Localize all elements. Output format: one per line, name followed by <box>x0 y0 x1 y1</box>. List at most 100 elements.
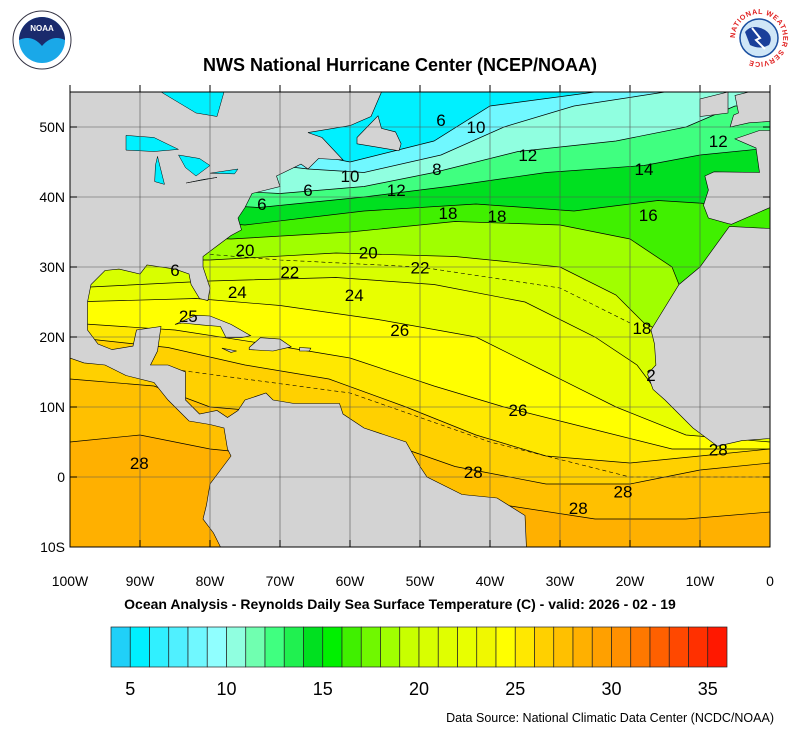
colorbar-box <box>149 626 170 668</box>
lon-label: 90W <box>126 573 156 589</box>
contour-label: 10 <box>467 118 486 137</box>
land-puerto-rico <box>299 347 312 352</box>
contour-label: 12 <box>387 181 406 200</box>
colorbar-box <box>129 626 150 668</box>
colorbar-box <box>206 626 227 668</box>
land-cuba <box>174 314 252 339</box>
lon-label: 30W <box>546 573 576 589</box>
colorbar-box <box>322 626 343 668</box>
land-great-britain <box>729 92 770 128</box>
noaa-logo: NOAA <box>12 10 72 70</box>
contour-label: 12 <box>518 146 537 165</box>
lat-label: 0 <box>57 469 65 485</box>
contour-label: 24 <box>228 283 247 302</box>
colorbar-label: 20 <box>409 679 429 699</box>
lat-label: 10N <box>39 399 65 415</box>
colorbar-label: 25 <box>505 679 525 699</box>
colorbar-box <box>457 626 478 668</box>
colorbar-box <box>110 626 131 668</box>
lon-label: 10W <box>686 573 716 589</box>
contour-line <box>70 322 770 450</box>
colorbar-box <box>341 626 362 668</box>
colorbar-box <box>283 626 304 668</box>
colorbar-box <box>495 626 516 668</box>
lon-label: 80W <box>196 573 226 589</box>
contour-label: 2 <box>646 366 655 385</box>
contour-label: 28 <box>709 441 728 460</box>
contour-label: 14 <box>635 160 654 179</box>
contour-label: 10 <box>341 167 360 186</box>
colorbar-box <box>649 626 670 668</box>
contour-line <box>70 336 770 464</box>
contour-label: 20 <box>236 241 255 260</box>
lon-label: 60W <box>336 573 366 589</box>
land-jamaica <box>221 347 237 353</box>
colorbar-box <box>514 626 535 668</box>
contour-label: 6 <box>303 181 312 200</box>
land-newfoundland <box>356 115 402 152</box>
colorbar-label: 30 <box>601 679 621 699</box>
lake <box>209 168 239 175</box>
colorbar-label: 35 <box>698 679 718 699</box>
lon-label: 50W <box>406 573 436 589</box>
colorbar-label: 5 <box>125 679 135 699</box>
contour-label: 6 <box>170 261 179 280</box>
colorbar-box <box>437 626 458 668</box>
lake <box>154 156 165 185</box>
lake <box>125 135 180 152</box>
colorbar-box <box>226 626 247 668</box>
svg-text:NOAA: NOAA <box>30 24 54 33</box>
contour-label: 28 <box>569 499 588 518</box>
colorbar-label: 10 <box>216 679 236 699</box>
colorbar-box <box>245 626 266 668</box>
contour-label: 25 <box>179 307 198 326</box>
colorbar-box <box>399 626 420 668</box>
contour-label: 12 <box>709 132 728 151</box>
lon-label: 100W <box>52 573 89 589</box>
contour-label: 28 <box>130 454 149 473</box>
colorbar-box <box>611 626 632 668</box>
land-africa <box>647 226 770 447</box>
colorbar-box <box>668 626 689 668</box>
colorbar-box <box>264 626 285 668</box>
colorbar-box <box>553 626 574 668</box>
lat-label: 40N <box>39 189 65 205</box>
colorbar-box <box>380 626 401 668</box>
lat-label: 20N <box>39 329 65 345</box>
land-hispaniola <box>248 337 292 352</box>
contour-label: 24 <box>345 286 364 305</box>
lon-label: 0 <box>766 573 774 589</box>
contour-label: 18 <box>439 204 458 223</box>
colorbar-box <box>572 626 593 668</box>
contour-label: 22 <box>411 259 430 278</box>
contour-line <box>70 92 770 173</box>
colorbar: 5 10 15 20 25 30 35 <box>110 626 728 699</box>
colorbar-box <box>476 626 497 668</box>
page-title: NWS National Hurricane Center (NCEP/NOAA… <box>202 55 598 75</box>
colorbar-box <box>168 626 189 668</box>
contour-label: 6 <box>436 111 445 130</box>
contour-label: 18 <box>632 319 651 338</box>
contour-label: 26 <box>509 401 528 420</box>
nws-logo: NATIONAL WEATHER SERVICE <box>728 7 790 69</box>
lat-label: 10S <box>40 539 65 555</box>
colorbar-box <box>707 626 728 668</box>
contour-label: 8 <box>432 160 441 179</box>
contour-label: 28 <box>464 463 483 482</box>
contour-label: 22 <box>280 263 299 282</box>
lon-label: 70W <box>266 573 296 589</box>
colorbar-box <box>360 626 381 668</box>
data-source: Data Source: National Climatic Data Cent… <box>446 711 774 725</box>
contour-label: 26 <box>390 321 409 340</box>
contour-line <box>70 147 770 208</box>
colorbar-box <box>630 626 651 668</box>
lat-label: 30N <box>39 259 65 275</box>
colorbar-box <box>688 626 709 668</box>
map-subtitle: Ocean Analysis - Reynolds Daily Sea Surf… <box>124 596 676 612</box>
lake <box>160 92 225 117</box>
contour-label: 20 <box>359 243 378 262</box>
land-europe <box>703 130 770 225</box>
lon-label: 40W <box>476 573 506 589</box>
contour-label: 18 <box>488 207 507 226</box>
contour-label: 28 <box>614 483 633 502</box>
